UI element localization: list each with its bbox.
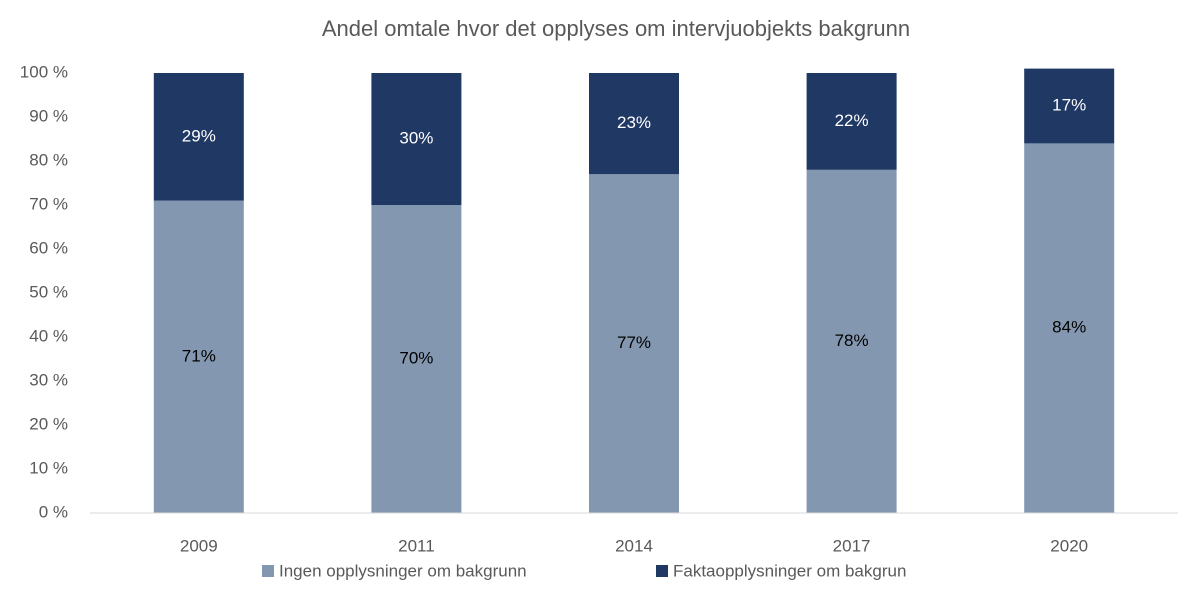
data-label: 78% bbox=[835, 331, 869, 350]
x-tick-label: 2009 bbox=[180, 536, 218, 555]
legend-swatch bbox=[656, 565, 668, 577]
y-tick-label: 80 % bbox=[29, 150, 68, 169]
bar-segment bbox=[806, 73, 897, 170]
data-label: 77% bbox=[617, 333, 651, 352]
data-label: 30% bbox=[399, 128, 433, 147]
y-tick-label: 50 % bbox=[29, 282, 68, 301]
x-tick-label: 2011 bbox=[398, 536, 435, 555]
y-tick-label: 10 % bbox=[29, 458, 68, 477]
bar-segment bbox=[371, 73, 462, 205]
x-tick-label: 2020 bbox=[1050, 536, 1088, 555]
bar-segment bbox=[153, 73, 244, 201]
data-label: 70% bbox=[399, 348, 433, 367]
chart-title: Andel omtale hvor det opplyses om interv… bbox=[322, 16, 910, 41]
bar-segment bbox=[806, 169, 897, 514]
x-tick-label: 2014 bbox=[615, 536, 653, 555]
y-tick-label: 100 % bbox=[20, 62, 68, 81]
data-label: 71% bbox=[182, 346, 216, 365]
y-tick-label: 0 % bbox=[39, 502, 68, 521]
y-tick-label: 40 % bbox=[29, 326, 68, 345]
bar-segment bbox=[589, 174, 679, 513]
data-label: 17% bbox=[1052, 95, 1086, 114]
x-tick-label: 2017 bbox=[833, 536, 871, 555]
y-tick-label: 30 % bbox=[29, 370, 68, 389]
y-tick-label: 70 % bbox=[29, 194, 68, 213]
legend-swatch bbox=[262, 565, 274, 577]
legend-label: Ingen opplysninger om bakgrunn bbox=[279, 561, 527, 580]
y-tick-label: 20 % bbox=[29, 414, 68, 433]
y-tick-label: 60 % bbox=[29, 238, 68, 257]
bar-segment bbox=[1024, 143, 1115, 513]
data-label: 22% bbox=[835, 111, 869, 130]
bar-segment bbox=[1024, 68, 1115, 144]
data-label: 29% bbox=[182, 126, 216, 145]
y-tick-label: 90 % bbox=[29, 106, 68, 125]
bar-segment bbox=[153, 200, 244, 513]
legend-label: Faktaopplysninger om bakgrun bbox=[673, 561, 906, 580]
bar-segment bbox=[371, 205, 462, 513]
bar-segment bbox=[589, 73, 679, 175]
data-label: 23% bbox=[617, 113, 651, 132]
data-label: 84% bbox=[1052, 318, 1086, 337]
